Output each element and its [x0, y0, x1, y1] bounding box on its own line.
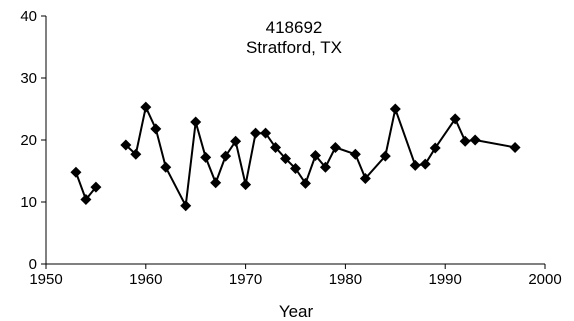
data-point-marker	[299, 177, 311, 189]
data-point-marker	[459, 135, 471, 147]
data-point-marker	[349, 148, 361, 160]
data-point-marker	[140, 101, 152, 113]
data-point-marker	[260, 127, 272, 139]
chart-title-line-1: 418692	[266, 18, 323, 37]
y-tick-label: 10	[20, 194, 37, 211]
y-tick-label: 0	[29, 256, 37, 273]
data-point-marker	[419, 158, 431, 170]
x-tick-label: 2000	[528, 271, 561, 288]
data-point-marker	[190, 116, 202, 128]
axes: 0 10 20 30 40 1950 1960 1970 1980 1990 2000	[20, 8, 561, 288]
data-point-marker	[200, 151, 212, 163]
data-point-marker	[160, 161, 172, 173]
data-point-marker	[130, 148, 142, 160]
data-point-marker	[329, 141, 341, 153]
data-point-marker	[210, 177, 222, 189]
chart-title-line-2: Stratford, TX	[246, 38, 342, 57]
y-tick-label: 30	[20, 70, 37, 87]
x-tick-label: 1980	[329, 271, 362, 288]
data-point-marker	[230, 135, 242, 147]
data-point-marker	[70, 166, 82, 178]
x-tick-label: 1960	[129, 271, 162, 288]
data-point-marker	[290, 163, 301, 175]
data-point-marker	[509, 141, 521, 153]
data-point-marker	[389, 103, 401, 115]
data-point-marker	[250, 127, 262, 139]
data-point-marker	[80, 194, 92, 206]
data-point-marker	[309, 150, 321, 161]
data-point-marker	[150, 123, 162, 135]
data-point-marker	[270, 141, 282, 153]
data-point-marker	[90, 181, 102, 193]
data-point-marker	[409, 159, 421, 171]
data-point-marker	[359, 172, 371, 184]
x-tick-label: 1970	[229, 271, 262, 288]
data-point-marker	[429, 142, 441, 154]
x-tick-label: 1950	[29, 271, 62, 288]
x-tick-label: 1990	[429, 271, 462, 288]
data-point-marker	[469, 134, 481, 146]
data-point-marker	[240, 179, 252, 191]
x-axis-title: Year	[279, 302, 314, 321]
data-point-marker	[449, 113, 461, 125]
data-point-marker	[120, 139, 132, 151]
data-point-marker	[280, 153, 292, 165]
y-tick-label: 20	[20, 132, 37, 149]
data-point-marker	[180, 200, 192, 212]
data-point-marker	[220, 150, 232, 162]
y-tick-label: 40	[20, 8, 37, 25]
data-point-marker	[379, 150, 391, 162]
plot-area	[70, 101, 521, 212]
data-point-marker	[319, 161, 331, 173]
